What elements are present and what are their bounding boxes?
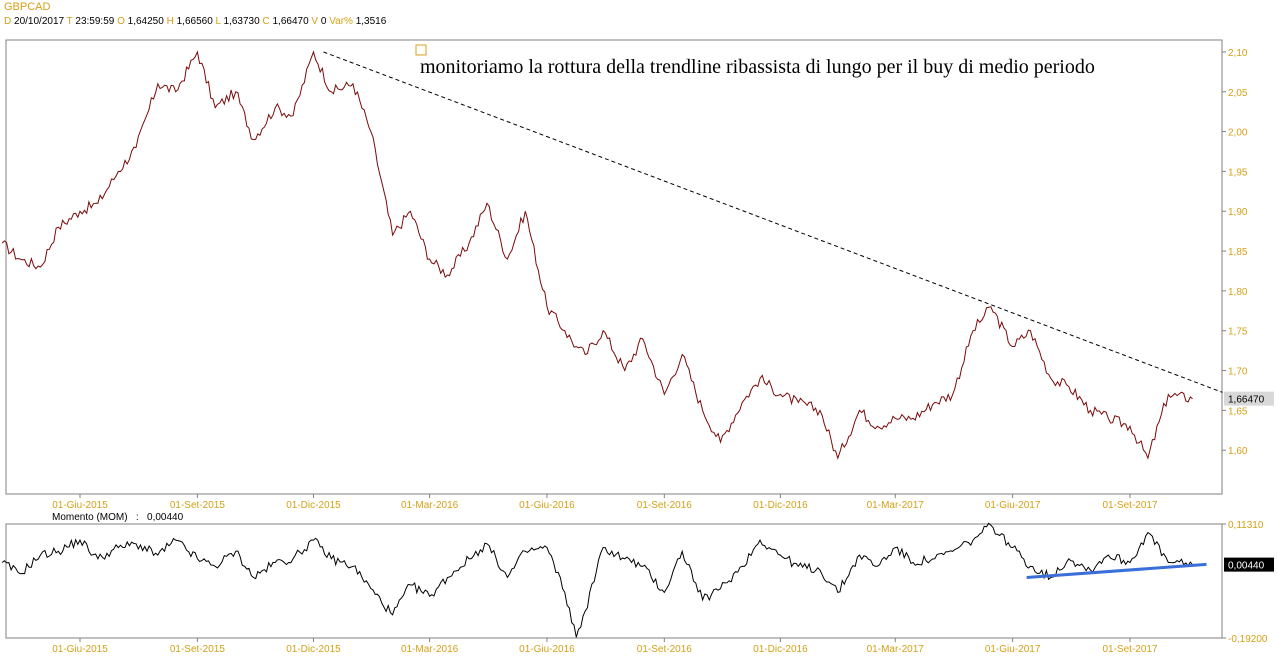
info-field-key: C (262, 16, 270, 27)
y-tick-label: 2,05 (1228, 88, 1248, 99)
x-tick-label: 01-Mar-2017 (867, 644, 925, 655)
x-tick-label: 01-Giu-2016 (519, 644, 575, 655)
info-field: T 23:59:59 (67, 16, 117, 27)
x-tick-label: 01-Mar-2016 (401, 644, 459, 655)
price-last-value-label: 1,66470 (1228, 395, 1265, 406)
price-last-value-box (1224, 391, 1274, 406)
momentum-last-value-label: 0,00440 (1228, 561, 1265, 572)
info-field-value: 1,64250 (124, 16, 167, 27)
x-tick-label: 01-Set-2016 (637, 500, 692, 511)
momentum-title: Momento (MOM) (52, 512, 128, 523)
y-tick-label: 1,80 (1228, 287, 1248, 298)
y-tick-label: 1,65 (1228, 406, 1248, 417)
x-tick-label: 01-Set-2017 (1102, 500, 1157, 511)
info-field: L 1,63730 (216, 16, 263, 27)
info-field: V 0 (311, 16, 329, 27)
info-field-key: V (311, 16, 319, 27)
y-tick-label: 2,00 (1228, 128, 1248, 139)
info-field-value: 23:59:59 (72, 16, 118, 27)
x-tick-label: 01-Dic-2015 (286, 500, 341, 511)
price-series-line (1, 50, 1193, 460)
info-field: H 1,66560 (167, 16, 216, 27)
x-tick-label: 01-Set-2017 (1102, 644, 1157, 655)
y-tick-label: 1,75 (1228, 327, 1248, 338)
info-field-key: H (166, 16, 174, 27)
trendline-dashed (323, 51, 1223, 393)
annotation-marker (415, 44, 427, 56)
x-tick-label: 01-Giu-2017 (985, 644, 1041, 655)
info-field-value: 1,63730 (220, 16, 263, 27)
y-tick-label: 1,85 (1228, 247, 1248, 258)
ohlc-info-bar: D 20/10/2017 T 23:59:59 O 1,64250 H 1,66… (4, 16, 386, 27)
info-field: C 1,66470 (262, 16, 311, 27)
x-tick-label: 01-Set-2015 (170, 500, 225, 511)
y-tick-label: 2,10 (1228, 48, 1248, 59)
info-field-key: O (117, 16, 125, 27)
x-tick-label: 01-Giu-2016 (519, 500, 575, 511)
y-tick-label: -0,19200 (1228, 634, 1268, 645)
momentum-frame (5, 523, 1223, 639)
x-tick-label: 01-Dic-2016 (753, 500, 808, 511)
y-tick-label: 1,70 (1228, 367, 1248, 378)
x-tick-label: 01-Giu-2017 (985, 500, 1041, 511)
y-tick-label: 1,90 (1228, 207, 1248, 218)
y-tick-label: 1,95 (1228, 167, 1248, 178)
momentum-header: Momento (MOM) : 0,00440 (52, 512, 184, 523)
x-tick-label: 01-Giu-2015 (52, 644, 108, 655)
y-tick-label: 0,11310 (1228, 520, 1264, 531)
info-field: D 20/10/2017 (4, 16, 67, 27)
chart-symbol: GBPCAD (4, 1, 51, 13)
info-field-key: L (215, 16, 221, 27)
momentum-last-value-box (1224, 557, 1274, 572)
price-frame (5, 39, 1223, 495)
info-field-key: D (4, 16, 12, 27)
info-field: Var% 1,3516 (329, 16, 386, 27)
x-tick-label: 01-Dic-2016 (753, 644, 808, 655)
x-tick-label: 01-Giu-2015 (52, 500, 108, 511)
trend-annotation: monitoriamo la rottura della trendline r… (420, 56, 1095, 78)
y-tick-label: 1,60 (1228, 446, 1248, 457)
info-field-value: 1,66560 (173, 16, 216, 27)
info-field-key: T (66, 16, 73, 27)
momentum-series-line (1, 522, 1193, 638)
info-field: O 1,64250 (117, 16, 167, 27)
info-field-value: 1,66470 (269, 16, 312, 27)
x-tick-label: 01-Mar-2016 (401, 500, 459, 511)
x-tick-label: 01-Set-2016 (637, 644, 692, 655)
info-field-value: 20/10/2017 (11, 16, 67, 27)
info-field-key: Var% (329, 16, 353, 27)
info-field-value: 1,3516 (352, 16, 387, 27)
momentum-current-value: 0,00440 (147, 512, 184, 523)
x-tick-label: 01-Mar-2017 (867, 500, 925, 511)
info-field-value: 0 (318, 16, 330, 27)
momentum-support-line (1026, 562, 1207, 579)
x-tick-label: 01-Dic-2015 (286, 644, 341, 655)
x-tick-label: 01-Set-2015 (170, 644, 225, 655)
